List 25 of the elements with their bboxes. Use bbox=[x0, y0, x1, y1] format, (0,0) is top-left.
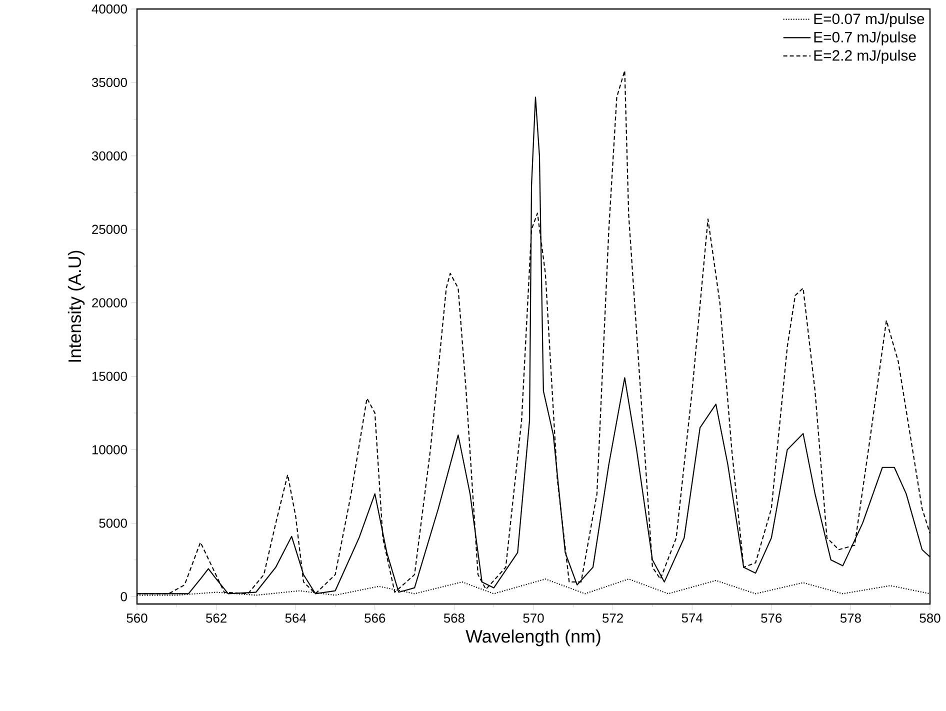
x-tick-label: 576 bbox=[761, 614, 782, 623]
y-tick-label: 20000 bbox=[92, 298, 127, 308]
x-tick-label: 570 bbox=[523, 614, 544, 623]
y-tick-label: 35000 bbox=[92, 78, 127, 88]
x-tick-label: 580 bbox=[920, 614, 940, 623]
y-axis-title: Intensity (A.U) bbox=[68, 250, 85, 362]
legend-label: E=0.7 mJ/pulse bbox=[814, 31, 916, 46]
x-tick-label: 574 bbox=[682, 614, 703, 623]
y-tick-label: 5000 bbox=[99, 518, 127, 528]
x-axis-title: Wavelength (nm) bbox=[466, 630, 600, 646]
x-tick-label: 572 bbox=[602, 614, 623, 623]
x-tick-label: 566 bbox=[364, 614, 386, 623]
x-tick-label: 568 bbox=[444, 614, 464, 623]
y-tick-label: 0 bbox=[120, 592, 127, 602]
legend-label: E=2.2 mJ/pulse bbox=[814, 50, 916, 64]
y-tick-label: 30000 bbox=[92, 151, 127, 160]
y-tick-label: 25000 bbox=[92, 224, 127, 234]
y-tick-label: 40000 bbox=[92, 4, 127, 14]
x-tick-label: 564 bbox=[285, 614, 306, 623]
x-tick-label: 578 bbox=[840, 614, 861, 623]
y-tick-label: 15000 bbox=[92, 372, 127, 381]
legend-label: E=0.07 mJ/pulse bbox=[814, 13, 924, 28]
x-tick-label: 562 bbox=[206, 614, 226, 623]
x-tick-label: 560 bbox=[126, 614, 148, 623]
y-tick-label: 10000 bbox=[92, 445, 127, 454]
